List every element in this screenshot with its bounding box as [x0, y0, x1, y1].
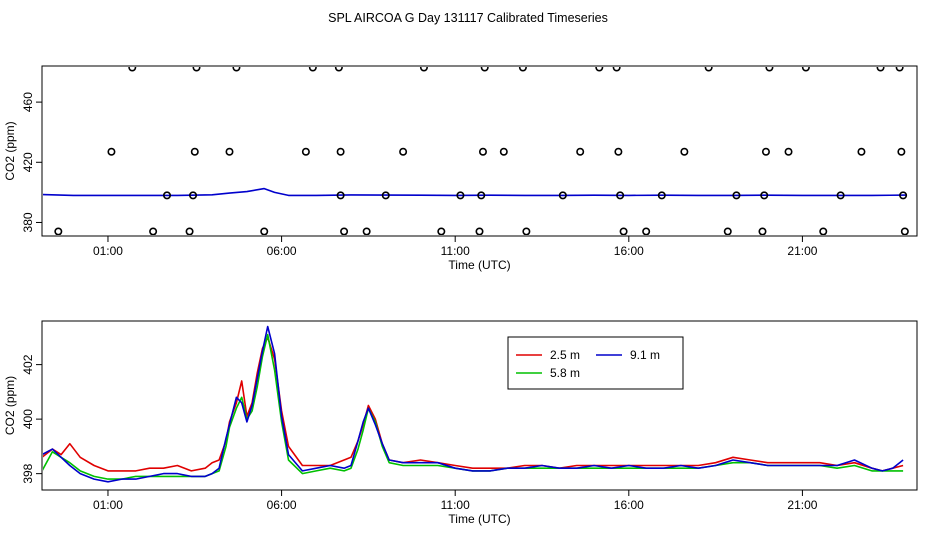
bottom-data-area	[43, 325, 904, 483]
legend-box	[507, 336, 684, 390]
top-data-point	[185, 227, 194, 235]
bottom-series-line-2-5-m	[43, 336, 904, 472]
top-data-point	[399, 147, 408, 156]
top-data-point	[857, 147, 866, 156]
top-data-point	[876, 67, 885, 72]
legend-label-9-1-m: 9.1 m	[630, 348, 660, 362]
top-data-point	[149, 227, 158, 235]
legend-label-5-8-m: 5.8 m	[550, 366, 580, 380]
top-data-point	[680, 147, 689, 156]
top-data-point	[478, 147, 487, 156]
top-data-point	[456, 191, 465, 200]
bottom-series-line-9-1-m	[43, 325, 904, 483]
top-data-point	[499, 147, 508, 156]
top-data-point	[595, 67, 604, 72]
top-data-point	[301, 147, 310, 156]
top-data-point	[362, 227, 371, 235]
bottom-line-panel: 01:00 06:00 11:00 16:00 21:00 398 400 402 Time (…	[3, 320, 918, 526]
top-data-point	[336, 147, 345, 156]
top-data-point	[612, 67, 621, 72]
bottom-x-tick-label: 06:00	[267, 498, 297, 512]
top-data-point	[897, 147, 906, 156]
top-data-point	[614, 147, 623, 156]
bottom-series-line-5-8-m	[43, 333, 904, 480]
bottom-y-tick-label: 402	[21, 354, 35, 374]
top-data-point	[163, 191, 172, 200]
top-x-axis-title: Time (UTC)	[448, 258, 510, 272]
top-data-point	[619, 227, 628, 235]
top-y-axis-title: CO2 (ppm)	[3, 121, 17, 180]
top-data-point	[225, 147, 234, 156]
top-x-tick-label: 21:00	[787, 244, 817, 258]
top-data-point	[784, 147, 793, 156]
top-data-point	[758, 227, 767, 235]
top-plot-frame	[41, 65, 918, 237]
top-y-tick-label: 420	[21, 152, 35, 172]
top-data-point	[616, 191, 625, 200]
top-y-tick-label: 380	[21, 212, 35, 232]
top-data-point	[475, 227, 484, 235]
top-data-point	[54, 227, 63, 235]
bottom-x-tick-label: 21:00	[787, 498, 817, 512]
top-data-point	[899, 191, 908, 200]
top-data-point	[642, 227, 651, 235]
top-data-point	[232, 67, 241, 72]
bottom-x-tick-label: 16:00	[614, 498, 644, 512]
top-y-tick-label: 460	[21, 92, 35, 112]
top-series-line-co2	[43, 187, 907, 197]
figure-title: SPL AIRCOA G Day 131117 Calibrated Times…	[328, 11, 608, 25]
top-x-tick-label: 06:00	[267, 244, 297, 258]
top-data-point	[732, 191, 741, 200]
bottom-y-tick-label: 400	[21, 409, 35, 429]
bottom-y-tick-label: 398	[21, 463, 35, 483]
top-data-point	[477, 191, 486, 200]
top-data-point	[480, 67, 489, 72]
top-data-point	[419, 67, 428, 72]
bottom-plot-frame	[41, 320, 918, 491]
top-data-point	[189, 191, 198, 200]
top-data-point	[765, 67, 774, 72]
top-x-tick-label: 16:00	[614, 244, 644, 258]
legend-label-2-5-m: 2.5 m	[550, 348, 580, 362]
top-data-point	[107, 147, 116, 156]
top-data-point	[381, 191, 390, 200]
top-x-tick-label: 01:00	[93, 244, 123, 258]
top-data-point	[900, 227, 909, 235]
top-data-point	[801, 67, 810, 72]
top-data-point	[522, 227, 531, 235]
bottom-y-axis-title: CO2 (ppm)	[3, 376, 17, 435]
bottom-x-axis-title: Time (UTC)	[448, 512, 510, 526]
top-data-point	[576, 147, 585, 156]
top-data-point	[190, 147, 199, 156]
top-data-point	[558, 191, 567, 200]
top-data-point	[819, 227, 828, 235]
top-data-point	[260, 227, 269, 235]
top-data-point	[340, 227, 349, 235]
top-data-point	[334, 67, 343, 72]
top-data-point	[723, 227, 732, 235]
top-data-point	[836, 191, 845, 200]
top-data-point	[128, 67, 137, 72]
top-data-point	[192, 67, 201, 72]
top-x-tick-label: 11:00	[441, 244, 470, 258]
top-data-point	[437, 227, 446, 235]
top-data-point	[761, 147, 770, 156]
top-data-point	[760, 191, 769, 200]
bottom-x-tick-label: 11:00	[441, 498, 470, 512]
top-data-point	[518, 67, 527, 72]
top-data-point	[704, 67, 713, 72]
top-data-area	[43, 67, 909, 235]
top-data-point	[308, 67, 317, 72]
top-data-point	[336, 191, 345, 200]
top-data-point	[657, 191, 666, 200]
top-data-point	[895, 67, 904, 72]
top-scatter-panel: 01:00 06:00 11:00 16:00 21:00 380 420 460 Time (…	[3, 65, 918, 272]
bottom-x-tick-label: 01:00	[93, 498, 123, 512]
